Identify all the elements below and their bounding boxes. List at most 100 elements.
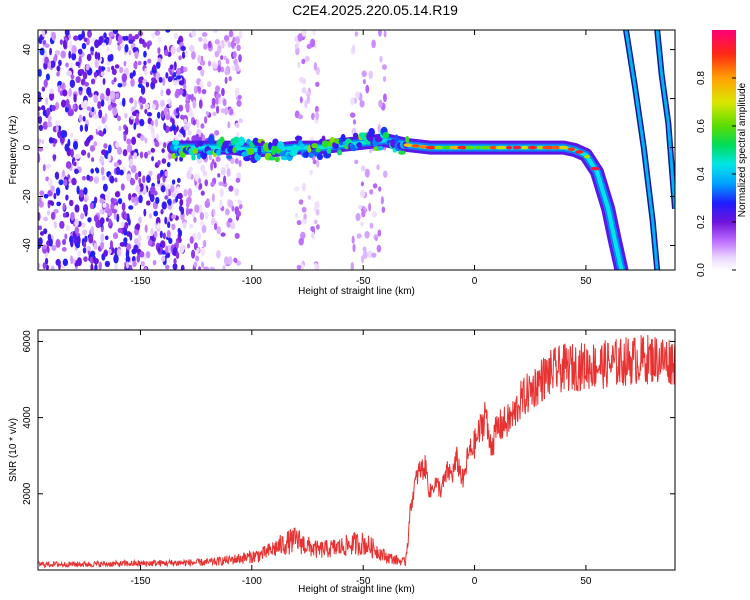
noise-blob (352, 44, 355, 53)
noise-blob (152, 64, 157, 71)
noise-blob (38, 146, 44, 152)
noise-blob (64, 30, 70, 37)
noise-blob (90, 46, 95, 53)
noise-blob (151, 156, 154, 162)
ridge-blob (394, 134, 399, 144)
noise-blob (215, 156, 221, 163)
ridge-dash (583, 154, 591, 159)
noise-blob (99, 198, 105, 204)
noise-blob (208, 154, 213, 161)
noise-blob (149, 193, 155, 203)
noise-blob (143, 208, 147, 217)
noise-blob (114, 177, 118, 183)
ridge-dash (411, 144, 420, 148)
noise-blob (198, 266, 202, 270)
noise-blob (141, 97, 147, 105)
noise-blob (117, 34, 123, 45)
noise-blob (127, 218, 131, 226)
noise-blob (360, 181, 364, 187)
noise-blob (354, 159, 359, 165)
noise-blob (187, 130, 192, 136)
ridge-dash (442, 145, 452, 150)
noise-blob (301, 206, 307, 213)
noise-blob (212, 63, 218, 70)
noise-blob (122, 81, 127, 87)
spectrogram-chart: -150 -100 -50 0 50 -40 -20 0 20 40 Height of strai… (8, 29, 748, 297)
noise-blob (138, 216, 142, 224)
noise-blob (310, 225, 315, 232)
noise-blob (128, 158, 134, 167)
noise-blob (54, 171, 60, 180)
noise-blob (224, 76, 228, 84)
noise-blob (133, 244, 139, 253)
noise-blob (140, 85, 146, 95)
noise-blob (53, 221, 58, 229)
noise-blob (312, 30, 316, 36)
y-tick-label: -40 (22, 238, 33, 253)
noise-blob (50, 265, 55, 270)
noise-blob (175, 240, 179, 249)
noise-blob (165, 30, 171, 33)
noise-blob (50, 185, 55, 193)
noise-blob (183, 66, 188, 73)
noise-blob (52, 154, 56, 162)
noise-blob (113, 77, 117, 83)
noise-blob (212, 208, 216, 216)
noise-blob (133, 122, 137, 130)
noise-blob (146, 235, 150, 240)
noise-blob (93, 94, 98, 103)
noise-blob (87, 30, 92, 38)
ridge-blob (390, 139, 396, 148)
noise-blob (298, 237, 304, 246)
noise-blob (55, 187, 61, 196)
noise-blob (55, 101, 60, 110)
ridge-blob (257, 145, 262, 156)
noise-blob (352, 243, 356, 253)
noise-blob (82, 247, 87, 254)
noise-blob (200, 247, 206, 256)
noise-blob (71, 52, 77, 61)
noise-blob (361, 70, 367, 78)
noise-blob (38, 196, 42, 204)
chart-title: C2E4.2025.220.05.14.R19 (292, 2, 458, 18)
noise-blob (216, 226, 222, 235)
noise-blob (39, 231, 45, 236)
ridge-blob (252, 137, 260, 146)
noise-blob (296, 264, 302, 270)
noise-blob (294, 43, 299, 49)
noise-blob (106, 46, 110, 52)
noise-blob (107, 66, 111, 73)
noise-blob (225, 208, 230, 216)
noise-blob (171, 118, 175, 126)
noise-blob (99, 209, 104, 215)
noise-blob (236, 99, 242, 107)
noise-blob (152, 99, 159, 105)
noise-blob (42, 121, 48, 130)
noise-blob (212, 30, 219, 33)
noise-blob (151, 32, 155, 39)
noise-blob (103, 249, 108, 257)
noise-blob (48, 238, 53, 247)
noise-blob (43, 216, 48, 222)
noise-blob (368, 202, 372, 212)
ridge-blob (329, 137, 336, 143)
noise-blob (102, 78, 106, 85)
noise-blob (211, 97, 216, 106)
noise-blob (98, 130, 103, 137)
noise-blob (132, 47, 138, 52)
x-axis-label: Height of straight line (km) (298, 584, 415, 595)
noise-blob (146, 112, 153, 117)
noise-blob (134, 172, 139, 181)
noise-blob (369, 189, 374, 195)
noise-blob (111, 208, 118, 214)
noise-blob (216, 250, 221, 259)
noise-blob (110, 197, 115, 204)
noise-blob (93, 257, 99, 265)
noise-blob (218, 181, 224, 187)
noise-blob (46, 209, 51, 216)
noise-blob (118, 125, 122, 132)
noise-blob (114, 262, 118, 270)
noise-blob (142, 78, 148, 85)
ridge-blob (299, 143, 305, 149)
noise-blob (184, 102, 190, 110)
